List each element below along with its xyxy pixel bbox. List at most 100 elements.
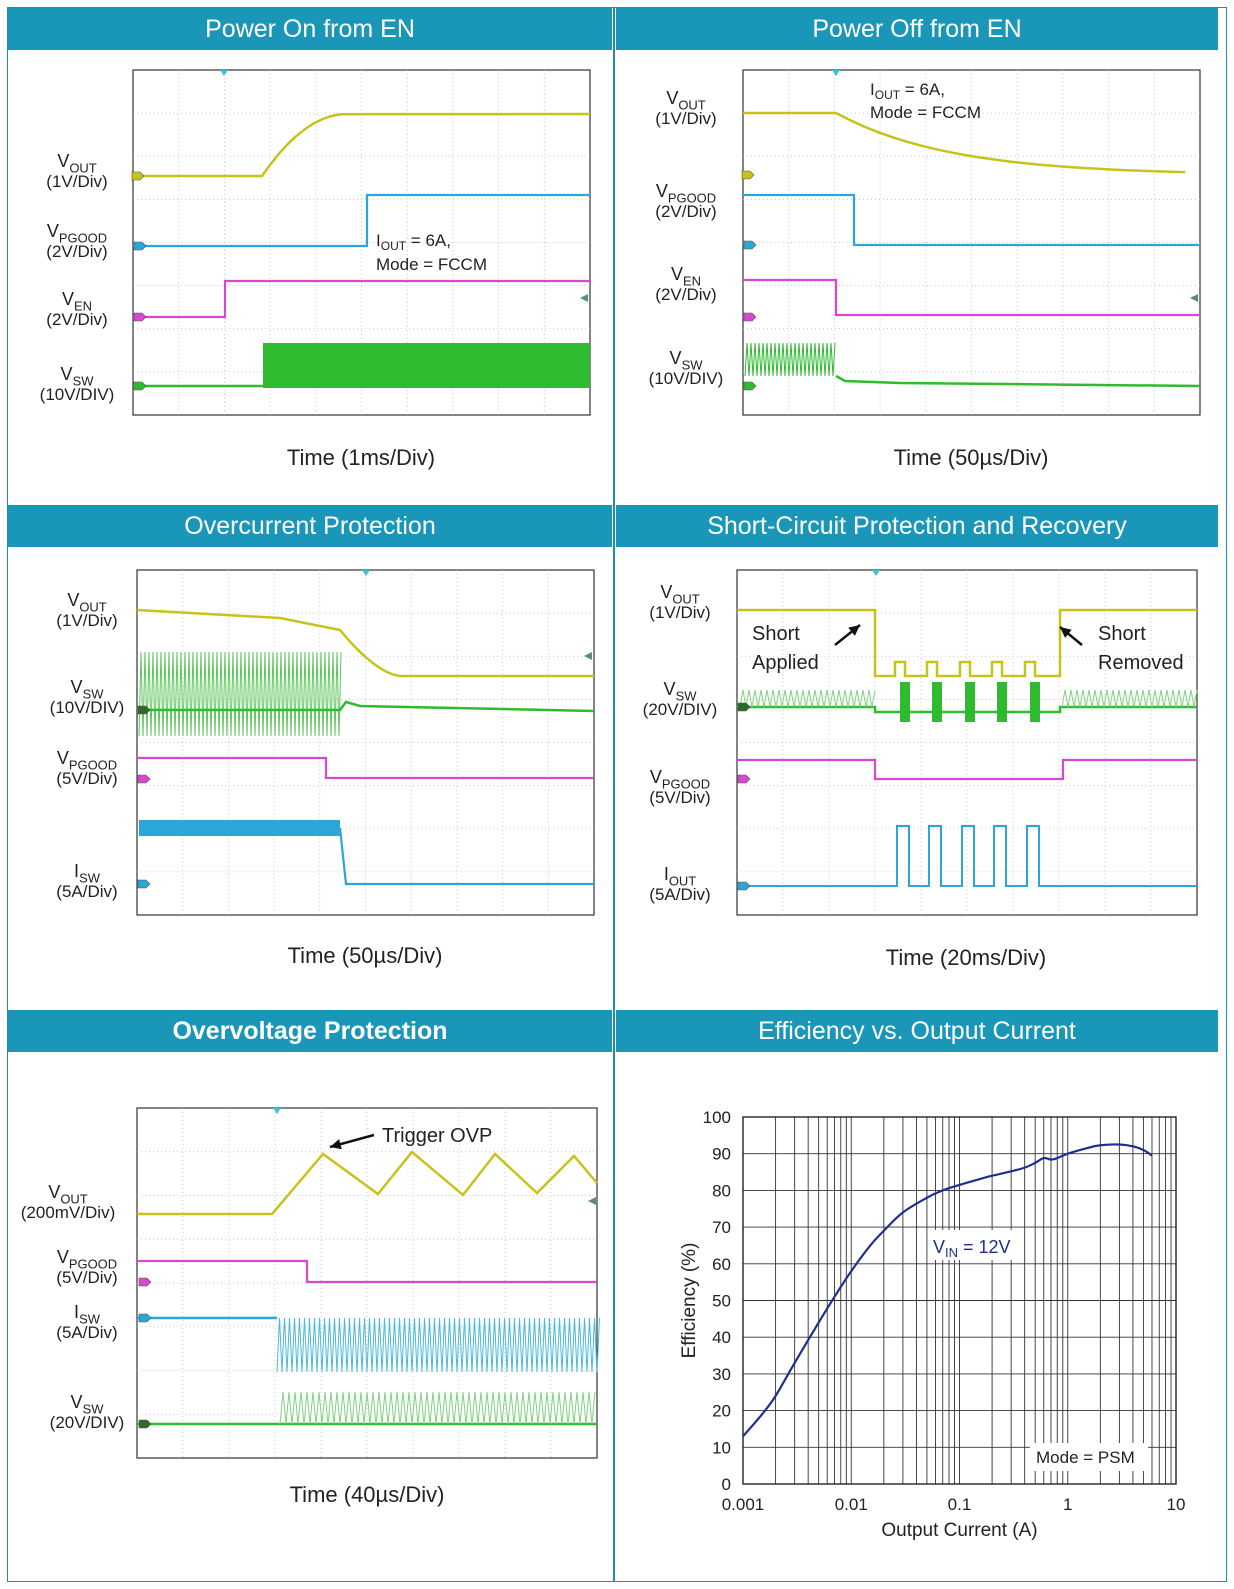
p5-scope-grid bbox=[137, 1108, 597, 1458]
p4-vsw-scale: (20V/DIV) bbox=[643, 700, 718, 719]
eff-mode-bg bbox=[1030, 1443, 1148, 1471]
p1-vsw-burst bbox=[263, 343, 590, 388]
eff-xtick-label: 0.1 bbox=[948, 1495, 972, 1514]
p2-vout-trace bbox=[743, 111, 1186, 174]
p5-vpgood-trace bbox=[137, 1259, 597, 1284]
eff-ylabel: Efficiency (%) bbox=[679, 1243, 700, 1359]
p2-edge-marker bbox=[1190, 294, 1198, 302]
p5-vpgood-scale: (5V/Div) bbox=[56, 1268, 117, 1287]
eff-ytick-label: 0 bbox=[722, 1475, 731, 1494]
p2-vsw-scale: (10V/DIV) bbox=[649, 369, 724, 388]
p5-vsw-name: VSW bbox=[71, 1392, 105, 1416]
p5-arrow-ovp-head bbox=[330, 1139, 342, 1150]
p5-vsw-marker bbox=[138, 1419, 152, 1429]
p4-vout-trace bbox=[737, 608, 1197, 678]
p5-vout-trace bbox=[137, 1150, 598, 1216]
p1-vout-name: VOUT bbox=[57, 151, 96, 175]
p5-vpgood-name: VPGOOD bbox=[57, 1247, 117, 1271]
p4-vsw-burst bbox=[900, 682, 910, 722]
p2-vpgood-trace bbox=[743, 193, 1200, 247]
p5-vout-name: VOUT bbox=[48, 1182, 87, 1206]
p3-isw-scale: (5A/Div) bbox=[56, 882, 117, 901]
p3-vsw-marker bbox=[137, 705, 151, 715]
p3-vsw-burst bbox=[138, 651, 342, 737]
p4-annot-short-removed-2: Removed bbox=[1098, 652, 1184, 674]
p1-vsw-marker bbox=[133, 381, 147, 391]
eff-mode-label: Mode = PSM bbox=[1036, 1448, 1135, 1467]
p2-trigger bbox=[832, 70, 840, 76]
p1-ven-name: VEN bbox=[62, 289, 92, 313]
p2-vpgood-scale: (2V/Div) bbox=[655, 202, 716, 221]
p3-isw-name: ISW bbox=[74, 861, 101, 885]
p5-isw-name: ISW bbox=[74, 1302, 101, 1326]
p1-vpgood-marker bbox=[133, 241, 147, 251]
p5-isw-ripple bbox=[276, 1317, 600, 1373]
eff-ytick-label: 100 bbox=[703, 1108, 731, 1127]
p3-vsw-trace bbox=[137, 700, 595, 713]
eff-ytick-label: 90 bbox=[712, 1145, 731, 1164]
p2-vpgood-name: VPGOOD bbox=[656, 181, 716, 205]
p3-vout-name: VOUT bbox=[67, 590, 106, 614]
eff-xtick-label: 10 bbox=[1167, 1495, 1186, 1514]
p1-vout-scale: (1V/Div) bbox=[46, 172, 107, 191]
p1-ven-scale: (2V/Div) bbox=[46, 310, 107, 329]
p3-vsw-name: VSW bbox=[71, 677, 105, 701]
p4-iout-scale: (5A/Div) bbox=[649, 885, 710, 904]
p4-vpgood-trace bbox=[737, 758, 1197, 781]
eff-ytick-label: 30 bbox=[712, 1365, 731, 1384]
p4-vsw-name: VSW bbox=[664, 679, 698, 703]
p5-time-label: Time (40µs/Div) bbox=[290, 1482, 445, 1507]
p3-vpgood-name: VPGOOD bbox=[57, 748, 117, 772]
p1-vout-trace bbox=[133, 112, 591, 178]
panel-title-efficiency: Efficiency vs. Output Current bbox=[616, 1010, 1218, 1052]
p1-vpgood-trace bbox=[133, 193, 590, 248]
eff-frame bbox=[742, 1116, 1177, 1485]
p5-annot-trigger-ovp: Trigger OVP bbox=[382, 1125, 492, 1147]
p5-vsw-scale: (20V/DIV) bbox=[50, 1413, 125, 1432]
p3-isw-marker bbox=[137, 879, 151, 889]
p1-vpgood-name: VPGOOD bbox=[47, 221, 107, 245]
p5-vout-scale: (200mV/Div) bbox=[21, 1203, 115, 1222]
p4-iout-name: IOUT bbox=[664, 864, 696, 888]
p2-vsw-name: VSW bbox=[670, 348, 704, 372]
eff-xlabel: Output Current (A) bbox=[881, 1520, 1037, 1541]
p2-vout-marker bbox=[741, 170, 755, 180]
p2-scope-grid bbox=[743, 70, 1200, 415]
p3-vpgood-marker bbox=[137, 774, 151, 784]
p5-isw-scale: (5A/Div) bbox=[56, 1323, 117, 1342]
p3-vout-trace bbox=[136, 608, 594, 678]
p1-time-label: Time (1ms/Div) bbox=[287, 445, 435, 470]
p4-annot-short-applied-2: Applied bbox=[752, 652, 819, 674]
eff-grid bbox=[742, 1116, 1176, 1485]
p5-trigger bbox=[273, 1108, 281, 1114]
p4-vsw-burst bbox=[1030, 682, 1040, 722]
p4-trigger bbox=[872, 570, 880, 576]
p5-vsw-ripple bbox=[279, 1391, 596, 1425]
p4-vpgood-scale: (5V/Div) bbox=[649, 788, 710, 807]
eff-series-line bbox=[742, 1143, 1153, 1438]
p1-vpgood-scale: (2V/Div) bbox=[46, 242, 107, 261]
p2-vout-name: VOUT bbox=[666, 88, 705, 112]
p3-time-label: Time (50µs/Div) bbox=[288, 943, 443, 968]
p3-vout-scale: (1V/Div) bbox=[56, 611, 117, 630]
eff-ytick-label: 50 bbox=[712, 1292, 731, 1311]
p2-vout-scale: (1V/Div) bbox=[655, 109, 716, 128]
p4-iout-trace bbox=[737, 825, 1197, 887]
eff-vin-bg bbox=[928, 1230, 1020, 1260]
p4-vsw-marker bbox=[737, 702, 751, 712]
p1-trigger bbox=[220, 70, 228, 76]
panel-title-power-on: Power On from EN bbox=[8, 8, 612, 50]
p3-edge-marker bbox=[584, 652, 592, 660]
p3-isw-trace bbox=[338, 827, 594, 886]
p1-vsw-scale: (10V/DIV) bbox=[40, 385, 115, 404]
p1-vout-marker bbox=[131, 171, 145, 181]
panel-title-overvoltage: Overvoltage Protection bbox=[8, 1010, 612, 1052]
eff-ytick-label: 20 bbox=[712, 1402, 731, 1421]
p2-vsw-burst bbox=[744, 342, 836, 377]
eff-ytick-label: 60 bbox=[712, 1255, 731, 1274]
column-divider bbox=[613, 7, 615, 1582]
p5-isw-marker bbox=[138, 1313, 152, 1323]
eff-ytick-label: 70 bbox=[712, 1218, 731, 1237]
p2-note-line1: IOUT = 6A, bbox=[870, 80, 945, 102]
